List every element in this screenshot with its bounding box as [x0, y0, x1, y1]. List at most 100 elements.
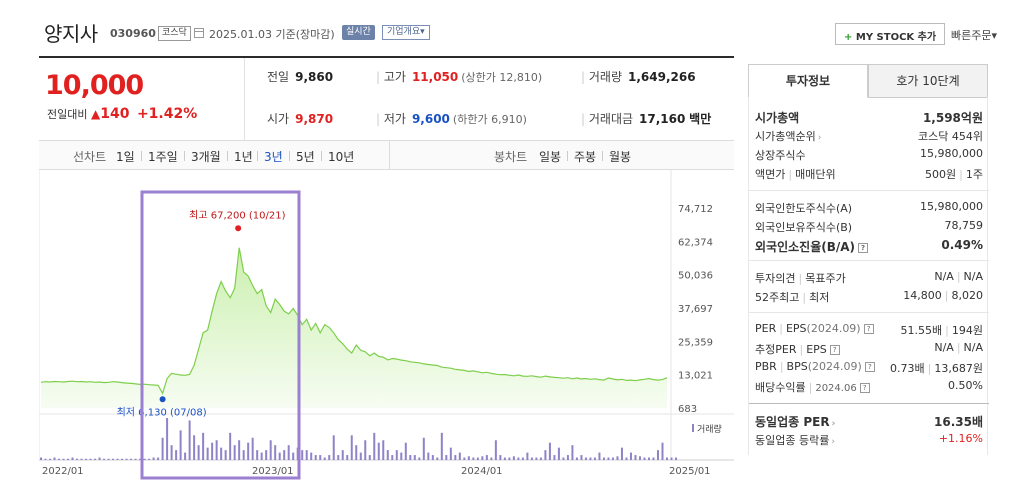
market-cap-rank-row[interactable]: 시가총액순위 › 코스닥 454위: [755, 130, 983, 143]
volume-bar: [206, 447, 209, 460]
volume-bar: [593, 457, 596, 460]
price-chart[interactable]: 74,712 62,374 50,036 37,697 25,359 13,021 683 최…: [38, 170, 734, 481]
volume-bar: [166, 418, 169, 460]
volume-bar: [274, 445, 277, 460]
volume-bar: [616, 456, 619, 460]
help-icon[interactable]: ?: [863, 324, 874, 334]
change-amount: 140: [100, 106, 130, 122]
volume-bar: [283, 450, 286, 460]
period-3m[interactable]: 3개월: [191, 150, 221, 164]
dividend-row: 배당수익률 | 2024.06? 0.50%: [755, 379, 983, 394]
volume-bar: [116, 458, 119, 460]
volume-bar: [675, 457, 678, 460]
period-1w[interactable]: 1주일: [148, 150, 178, 164]
volume-bar: [580, 455, 583, 460]
help-icon[interactable]: ?: [864, 362, 875, 372]
volume-bar: [566, 455, 569, 460]
volume-bar: [359, 452, 362, 460]
candle-monthly[interactable]: 월봉: [609, 150, 632, 164]
candle-daily[interactable]: 일봉: [539, 150, 562, 164]
volume-bar: [332, 435, 335, 460]
volume-bar: [638, 456, 641, 460]
selection-highlight: [140, 190, 301, 480]
volume-bar: [328, 455, 331, 460]
volume-bar: [661, 442, 664, 460]
change-percent: +1.42%: [136, 106, 198, 122]
open-stat: 시가 9,870: [267, 112, 334, 126]
volume-bar: [310, 452, 313, 460]
foreign-limit-row: 외국인한도주식수(A) 15,980,000: [755, 200, 983, 215]
volume-bar: [508, 457, 511, 460]
volume-bar: [215, 440, 218, 460]
volume-bar: [80, 458, 83, 460]
volume-bar: [449, 447, 452, 460]
info-tabs: 투자정보 호가 10단계: [748, 64, 988, 98]
price-summary: 10,000 전일대비 ▲140 +1.42%: [39, 58, 244, 138]
max-marker: [235, 225, 242, 232]
candle-weekly[interactable]: 주봉: [574, 150, 597, 164]
help-icon[interactable]: ?: [829, 345, 840, 355]
volume-bar: [53, 457, 56, 460]
52week-row: 52주최고 | 최저 14,800 | 8,020: [755, 289, 983, 304]
volume-bar: [125, 458, 128, 460]
y-tick-label: 683: [678, 404, 697, 415]
volume-bar: [233, 445, 236, 460]
volume-bar: [85, 458, 88, 460]
stat-divider: [244, 58, 245, 140]
tab-order-book[interactable]: 호가 10단계: [868, 64, 988, 98]
volume-bar: [395, 450, 398, 460]
volume-bar: [476, 457, 479, 460]
volume-bar: [485, 455, 488, 460]
volume-bar: [260, 452, 263, 460]
x-tick-label: 2022/01: [42, 466, 84, 477]
high-stat: | 고가 11,050 (상한가 12,810): [376, 70, 543, 84]
volume-bar: [526, 452, 529, 460]
volume-bar: [287, 445, 290, 460]
sector-per-row[interactable]: 동일업종 PER › 16.35배: [755, 415, 983, 429]
volume-bar: [620, 447, 623, 460]
volume-bar: [377, 442, 380, 460]
volume-bar: [472, 457, 475, 460]
market-badge: 코스닥: [158, 26, 191, 41]
volume-bar: [656, 450, 659, 460]
foreign-ratio-row: 외국인소진율(B/A)? 0.49%: [755, 238, 983, 254]
volume-bar: [314, 455, 317, 460]
company-name: 양지사: [44, 22, 98, 46]
volume-bar: [386, 450, 389, 460]
volume-bar: [265, 450, 268, 460]
line-chart-label: 선차트: [73, 150, 107, 164]
volume-bar: [409, 455, 412, 460]
volume-legend-swatch: [692, 424, 694, 432]
volume-bar: [499, 455, 502, 460]
period-3y[interactable]: 3년: [264, 150, 283, 164]
sector-change-row[interactable]: 동일업종 등락률 › +1.16%: [755, 432, 983, 447]
volume-bar: [44, 458, 47, 460]
help-icon[interactable]: ?: [858, 243, 869, 253]
help-icon[interactable]: ?: [859, 383, 870, 393]
volume-bar: [413, 455, 416, 460]
volume-bar: [157, 457, 160, 460]
volume-bar: [427, 452, 430, 460]
quick-order-button[interactable]: 빠른주문▾: [951, 29, 998, 42]
period-5y[interactable]: 5년: [296, 150, 315, 164]
tab-invest-info[interactable]: 투자정보: [748, 64, 868, 98]
prev-close-stat: 전일 9,860: [267, 70, 334, 84]
volume-bar: [643, 457, 646, 460]
volume-bar: [544, 450, 547, 460]
volume-bar: [418, 457, 421, 460]
volume-bar: [103, 458, 106, 460]
volume-bar: [481, 456, 484, 460]
volume-bar: [193, 435, 196, 460]
realtime-button[interactable]: 실시간: [342, 25, 375, 40]
period-1d[interactable]: 1일: [116, 150, 135, 164]
chevron-right-icon: ›: [817, 133, 822, 143]
volume-bar: [584, 457, 587, 460]
volume-label: 거래량: [697, 423, 722, 435]
period-1y[interactable]: 1년: [234, 150, 253, 164]
period-10y[interactable]: 10년: [328, 150, 355, 164]
company-overview-button[interactable]: 기업개요▾: [382, 25, 430, 40]
chevron-right-icon: ›: [831, 419, 836, 429]
volume-bar: [301, 450, 304, 460]
chevron-right-icon: ›: [831, 437, 835, 447]
add-mystock-button[interactable]: + MY STOCK 추가: [835, 23, 946, 45]
